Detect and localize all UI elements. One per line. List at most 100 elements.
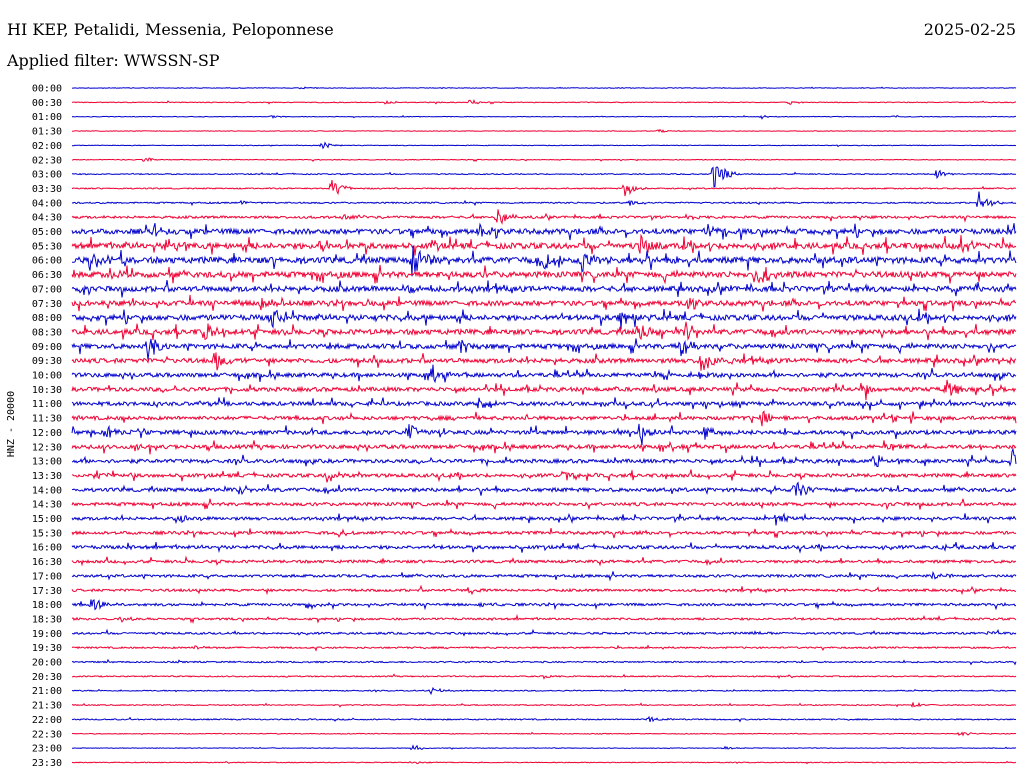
seismic-trace — [71, 157, 1017, 162]
seismic-trace — [71, 233, 1017, 256]
time-label: 02:00 — [32, 141, 62, 152]
time-label: 15:30 — [32, 528, 62, 539]
time-label: 16:00 — [32, 543, 62, 554]
time-label: 09:30 — [32, 356, 62, 367]
seismic-trace — [71, 245, 1017, 277]
time-label: 07:30 — [32, 299, 62, 310]
seismic-trace — [71, 114, 1016, 120]
time-label: 04:30 — [32, 213, 62, 224]
seismic-trace — [71, 222, 1017, 241]
seismic-trace — [72, 86, 1017, 90]
time-label: 08:30 — [32, 327, 62, 338]
time-label: 13:30 — [32, 471, 62, 482]
time-label: 04:00 — [32, 198, 62, 209]
time-label: 12:30 — [32, 442, 62, 453]
seismic-trace — [71, 541, 1017, 554]
time-label: 03:00 — [32, 170, 62, 181]
filter-label: Applied filter: WWSSN-SP — [7, 51, 220, 70]
seismic-trace — [71, 701, 1017, 708]
seismic-trace — [71, 498, 1017, 511]
time-label: 17:00 — [32, 571, 62, 582]
station-title: HI KEP, Petalidi, Messenia, Peloponnese — [7, 20, 334, 39]
time-label: 10:00 — [32, 371, 62, 382]
seismic-trace — [71, 410, 1017, 427]
time-label: 18:30 — [32, 614, 62, 625]
seismic-trace — [71, 209, 1017, 225]
time-label: 03:30 — [32, 184, 62, 195]
seismic-trace — [71, 379, 1017, 401]
time-label: 00:30 — [32, 98, 62, 109]
time-label: 22:30 — [32, 729, 62, 740]
seismic-trace — [71, 338, 1017, 360]
seismic-trace — [71, 308, 1017, 330]
time-label: 17:30 — [32, 586, 62, 597]
time-label: 21:30 — [32, 701, 62, 712]
time-label: 11:30 — [32, 414, 62, 425]
time-label: 01:30 — [32, 127, 62, 138]
time-label: 00:00 — [32, 84, 62, 95]
seismic-trace — [71, 555, 1017, 567]
time-label: 20:30 — [32, 672, 62, 683]
time-label: 01:00 — [32, 112, 62, 123]
seismic-trace — [71, 481, 1017, 496]
seismic-trace — [71, 128, 1017, 133]
seismic-trace — [71, 294, 1017, 312]
seismic-trace — [71, 423, 1017, 446]
seismic-trace — [71, 715, 1017, 723]
seismic-trace — [71, 731, 1017, 737]
time-label: 20:00 — [32, 658, 62, 669]
time-label: 09:00 — [32, 342, 62, 353]
time-label: 13:00 — [32, 457, 62, 468]
time-label: 23:30 — [32, 758, 62, 769]
time-label: 10:30 — [32, 385, 62, 396]
trace-rows: 00:00 00:30 01:00 01:30 02:00 02:30 03:00 03:30… — [32, 84, 1017, 769]
seismic-trace — [71, 628, 1017, 637]
time-label: 22:00 — [32, 715, 62, 726]
seismic-trace — [71, 686, 1016, 696]
time-label: 05:00 — [32, 227, 62, 238]
time-label: 12:00 — [32, 428, 62, 439]
y-axis-label: HNZ - 20000 — [6, 391, 17, 457]
time-label: 02:30 — [32, 155, 62, 166]
seismic-trace — [71, 352, 1017, 371]
seismic-trace — [71, 397, 1017, 411]
seismic-trace — [72, 447, 1017, 468]
time-label: 18:00 — [32, 600, 62, 611]
seismic-trace — [71, 191, 1017, 208]
seismic-trace — [71, 166, 1016, 189]
seismic-trace — [71, 570, 1017, 582]
time-label: 19:30 — [32, 643, 62, 654]
seismic-trace — [71, 599, 1017, 611]
time-label: 06:00 — [32, 256, 62, 267]
time-label: 19:00 — [32, 629, 62, 640]
seismic-trace — [71, 613, 1017, 625]
time-label: 23:00 — [32, 744, 62, 755]
seismic-trace — [71, 584, 1017, 596]
seismic-trace — [71, 180, 1017, 197]
seismic-trace — [71, 364, 1017, 384]
seismic-trace — [71, 673, 1017, 680]
seismic-trace — [71, 658, 1017, 666]
time-label: 14:30 — [32, 500, 62, 511]
time-label: 16:30 — [32, 557, 62, 568]
seismic-trace — [71, 141, 1017, 150]
seismic-trace — [71, 760, 1017, 765]
seismic-trace — [71, 512, 1017, 526]
time-label: 08:00 — [32, 313, 62, 324]
seismic-trace — [71, 440, 1017, 455]
time-label: 06:30 — [32, 270, 62, 281]
seismic-trace — [72, 469, 1017, 483]
seismic-trace — [71, 527, 1017, 539]
seismic-trace — [71, 321, 1017, 341]
time-label: 07:00 — [32, 284, 62, 295]
time-label: 15:00 — [32, 514, 62, 525]
record-date: 2025-02-25 — [923, 20, 1016, 39]
seismic-trace — [71, 280, 1017, 298]
time-label: 11:00 — [32, 399, 62, 410]
seismic-trace — [71, 644, 1017, 652]
seismic-trace — [72, 744, 1017, 751]
time-label: 14:00 — [32, 485, 62, 496]
seismic-trace — [71, 264, 1017, 285]
seismic-trace — [71, 98, 1016, 106]
